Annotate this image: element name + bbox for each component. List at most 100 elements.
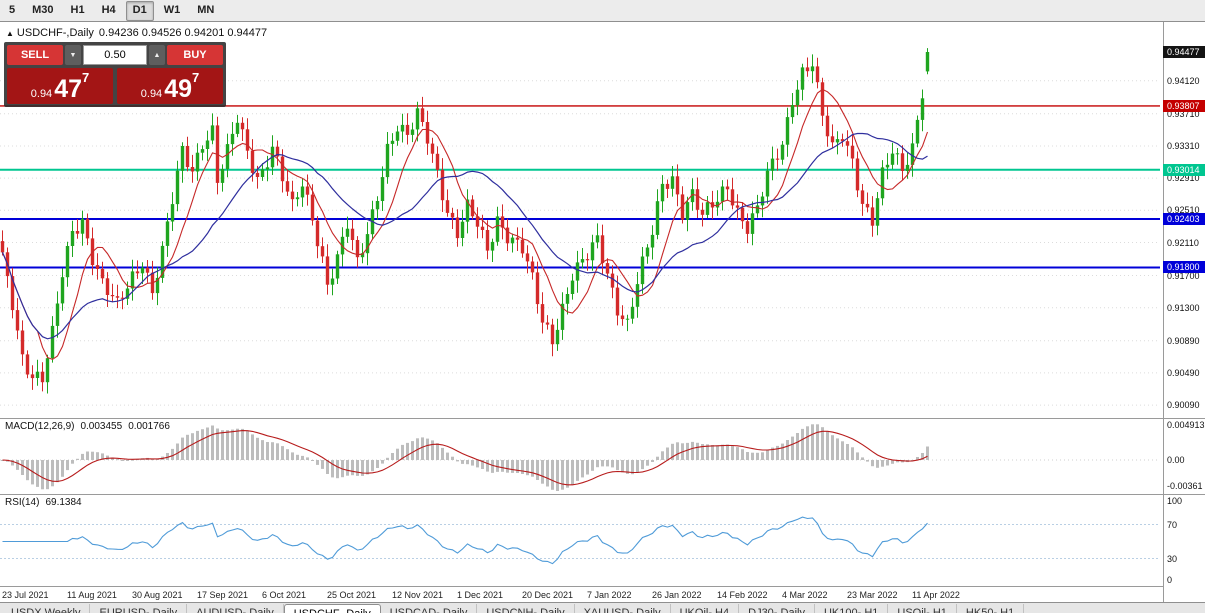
macd-value-signal: 0.001766 (128, 421, 170, 432)
panel-separator[interactable] (0, 418, 1205, 419)
chart-tab-7[interactable]: UKOil-,H4 (671, 604, 740, 613)
date-tick-label: 25 Oct 2021 (327, 590, 377, 600)
chart-tab-0[interactable]: USDX,Weekly (2, 604, 91, 613)
buy-price-big: 49 (164, 75, 192, 103)
macd-name: MACD(12,26,9) (5, 421, 75, 432)
macd-signal-line (2, 430, 928, 486)
chart-tab-9[interactable]: UK100-,H1 (815, 604, 889, 613)
date-tick-label: 17 Sep 2021 (197, 590, 249, 600)
price-grid (0, 80, 1160, 406)
level-price-badge: 0.93014 (1163, 163, 1205, 176)
chart-tab-6[interactable]: XAUUSD-,Daily (575, 604, 671, 613)
buy-price-prefix: 0.94 (140, 88, 163, 100)
chart-tab-3[interactable]: USDCHF-,Daily (283, 604, 381, 613)
sell-price-big: 47 (54, 75, 82, 103)
axis-tick-label: 70 (1167, 519, 1178, 530)
rsi-value: 69.1384 (45, 497, 82, 508)
macd-panel[interactable] (0, 419, 1163, 494)
date-tick-label: 23 Mar 2022 (847, 590, 898, 600)
chart-tab-5[interactable]: USDCNH-,Daily (477, 604, 575, 613)
volume-decrease-button[interactable]: ▼ (65, 45, 81, 65)
timeframe-button-w1[interactable]: W1 (163, 3, 181, 16)
axis-tick-label: 0.94120 (1167, 75, 1200, 86)
date-tick-label: 6 Oct 2021 (262, 590, 307, 600)
macd-label: MACD(12,26,9) 0.003455 0.001766 (5, 421, 170, 432)
level-price-badge: 0.92403 (1163, 212, 1205, 225)
axis-tick-label: 30 (1167, 553, 1178, 564)
date-tick-label: 7 Jan 2022 (587, 590, 632, 600)
sell-price-prefix: 0.94 (30, 88, 53, 100)
sell-price-pip: 7 (82, 70, 90, 85)
axis-tick-label: 0 (1167, 575, 1173, 585)
trade-controls-row: SELL ▼ ▲ BUY (7, 45, 223, 65)
chart-tab-10[interactable]: USOil-,H1 (888, 604, 957, 613)
date-tick-label: 20 Dec 2021 (522, 590, 574, 600)
axis-tick-label: -0.00361 (1167, 481, 1203, 492)
macd-value-main: 0.003455 (80, 421, 123, 432)
rsi-panel[interactable] (0, 495, 1163, 586)
axis-tick-label: 0.92110 (1167, 237, 1199, 248)
timeframe-button-h1[interactable]: H1 (70, 3, 85, 16)
axis-tick-label: 0.91300 (1167, 302, 1200, 313)
axis-tick-label: 0.91700 (1167, 270, 1200, 281)
price-axis[interactable]: 0.94120 0.93710 0.93310 0.92910 0.92510 0.921… (1163, 0, 1205, 602)
date-tick-label: 30 Aug 2021 (132, 590, 183, 600)
axis-tick-label: 100 (1167, 496, 1183, 506)
buy-price-display[interactable]: 0.94 49 7 (117, 68, 223, 104)
current-price-badge: 0.94477 (1163, 46, 1205, 59)
timeframe-button-mn[interactable]: MN (197, 3, 215, 16)
axis-tick-label: 0.90090 (1167, 400, 1200, 411)
timeframe-button-h4[interactable]: H4 (101, 3, 116, 16)
axis-tick-label: 0.90490 (1167, 367, 1200, 378)
candles (0, 48, 930, 394)
timeframe-button-m30[interactable]: M30 (32, 3, 54, 16)
volume-increase-button[interactable]: ▲ (149, 45, 165, 65)
date-tick-label: 4 Mar 2022 (782, 590, 828, 600)
chevron-up-icon: ▲ (153, 51, 161, 59)
timeframe-bar: 5 M30 H1 H4 D1 W1 MN (0, 0, 1205, 22)
timeframe-button-5[interactable]: 5 (9, 3, 16, 16)
price-axis-border (1163, 22, 1164, 602)
axis-tick-label: 0.92910 (1167, 173, 1200, 184)
date-tick-label: 12 Nov 2021 (392, 590, 444, 600)
volume-input[interactable] (83, 45, 147, 65)
axis-tick-label: 0.92510 (1167, 205, 1200, 216)
tab-bar: USDX,Weekly EURUSD-,Daily AUDUSD-,Daily USD… (0, 602, 1205, 613)
level-price-badge: 0.91800 (1163, 261, 1205, 274)
date-tick-label: 14 Feb 2022 (717, 590, 768, 600)
chart-ohlc-values: 0.94236 0.94526 0.94201 0.94477 (98, 27, 268, 39)
date-tick-label: 26 Jan 2022 (652, 590, 702, 600)
chart-tab-1[interactable]: EURUSD-,Daily (90, 604, 188, 613)
buy-button[interactable]: BUY (167, 45, 223, 65)
chart-symbol-label: USDCHF-,Daily (16, 27, 94, 39)
date-axis[interactable]: 23 Jul 2021 11 Aug 2021 30 Aug 2021 17 Sep … (0, 586, 1163, 602)
rsi-label: RSI(14) 69.1384 (5, 497, 82, 508)
date-tick-label: 11 Aug 2021 (67, 590, 117, 600)
timeframe-button-d1[interactable]: D1 (125, 0, 154, 21)
chart-tab-8[interactable]: DJ30-,Daily (739, 604, 815, 613)
axis-tick-label: 0.93710 (1167, 108, 1200, 119)
axis-tick-label: 0.00 (1167, 455, 1185, 465)
buy-price-pip: 7 (192, 70, 200, 85)
chart-tab-4[interactable]: USDCAD-,Daily (381, 604, 478, 613)
rsi-name: RSI(14) (5, 497, 40, 508)
chart-symbol-icon: ▲ (6, 29, 14, 38)
chart-title: ▲ USDCHF-,Daily 0.94236 0.94526 0.94201 0.… (6, 27, 267, 39)
date-tick-label: 1 Dec 2021 (457, 590, 504, 600)
chart-tab-11[interactable]: HK50-,H1 (957, 604, 1025, 613)
panel-separator[interactable] (0, 494, 1205, 495)
axis-tick-label: 0.004913 (1167, 420, 1205, 430)
chart-tab-2[interactable]: AUDUSD-,Daily (187, 604, 284, 613)
sell-price-display[interactable]: 0.94 47 7 (7, 68, 113, 104)
sell-button[interactable]: SELL (7, 45, 63, 65)
ma-slow-line (1, 132, 928, 340)
macd-histogram (0, 424, 1160, 491)
horizontal-level-lines[interactable] (0, 105, 1160, 269)
axis-tick-label: 0.90890 (1167, 335, 1200, 346)
rsi-level-lines (0, 524, 1160, 559)
chevron-down-icon: ▼ (69, 51, 77, 59)
date-tick-label: 23 Jul 2021 (2, 590, 49, 600)
price-chart[interactable] (0, 22, 1163, 418)
